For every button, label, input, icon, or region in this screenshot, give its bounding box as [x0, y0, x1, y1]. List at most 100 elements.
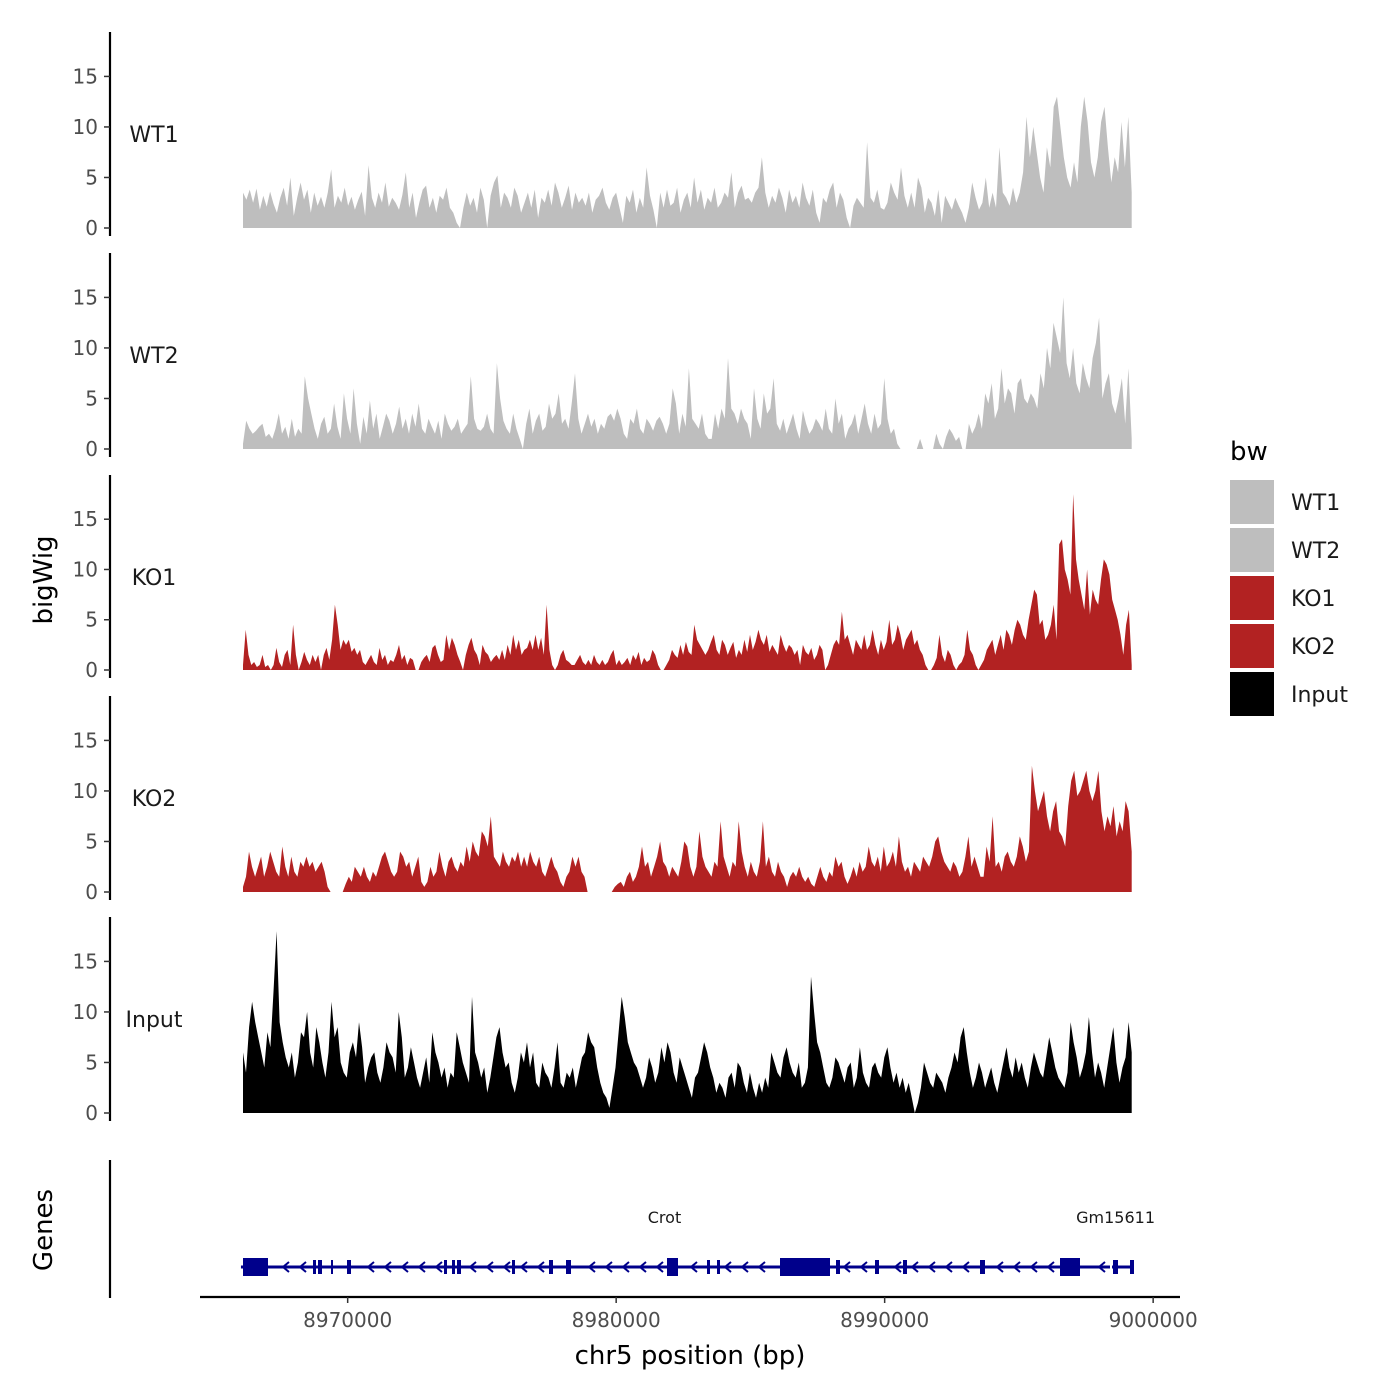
legend-label-input: Input	[1291, 683, 1348, 708]
coverage-area-ko2	[243, 765, 1132, 892]
legend-swatch-ko2	[1230, 624, 1274, 668]
coverage-area-ko1	[243, 494, 1132, 670]
x-tick-label: 8990000	[840, 1308, 929, 1332]
track-wt2: 0 5 10 15 WT2	[73, 253, 1132, 461]
legend-swatch-ko1	[1230, 576, 1274, 620]
exon-block	[347, 1260, 351, 1274]
coverage-area-wt2	[243, 297, 1132, 449]
exon-block	[444, 1260, 447, 1274]
y-tick-label: 5	[85, 608, 98, 632]
exon-block	[707, 1260, 710, 1274]
exon-block	[331, 1260, 333, 1274]
legend-swatch-wt1	[1230, 480, 1274, 524]
exon-block	[903, 1260, 907, 1274]
strand-arrow	[638, 1261, 647, 1273]
legend-label-ko2: KO2	[1291, 635, 1336, 660]
strand-arrow	[621, 1261, 630, 1273]
strand-arrow	[502, 1261, 511, 1273]
exon-block	[549, 1260, 553, 1274]
strand-arrow	[366, 1261, 375, 1273]
gene-label-gm15611: Gm15611	[1076, 1208, 1155, 1227]
x-tick-label: 9000000	[1109, 1308, 1198, 1332]
y-tick-label: 15	[73, 507, 98, 531]
coverage-area-input	[243, 931, 1132, 1113]
track-wt1: 0 5 10 15 WT1	[73, 32, 1132, 240]
y-axis-title: bigWig	[29, 535, 59, 624]
y-tick-label: 10	[73, 115, 98, 139]
exon-block	[717, 1260, 720, 1274]
strand-arrow	[383, 1261, 392, 1273]
strand-arrow	[281, 1261, 290, 1273]
exon-block	[512, 1260, 515, 1274]
x-tick-label: 8980000	[572, 1308, 661, 1332]
strand-arrow	[485, 1261, 494, 1273]
gene-label-crot: Crot	[648, 1208, 681, 1227]
x-axis: 8970000 8980000 8990000 9000000	[200, 1295, 1198, 1332]
strand-arrow	[689, 1261, 698, 1273]
strand-arrow	[400, 1261, 409, 1273]
strand-arrow	[893, 1261, 902, 1273]
y-tick-label: 10	[73, 779, 98, 803]
strand-arrow	[927, 1261, 936, 1273]
legend-title: bw	[1230, 437, 1268, 467]
track-ko2: 0 5 10 15 KO2	[73, 696, 1132, 904]
exon-block	[780, 1258, 830, 1276]
strand-arrow	[842, 1261, 851, 1273]
strand-arrow	[1029, 1261, 1038, 1273]
genes-track-title: Genes	[29, 1189, 59, 1271]
strand-arrow	[1012, 1261, 1021, 1273]
legend-swatch-wt2	[1230, 528, 1274, 572]
strand-arrow	[723, 1261, 732, 1273]
exon-block	[875, 1260, 879, 1274]
strand-arrow	[961, 1261, 970, 1273]
strand-arrow	[757, 1261, 766, 1273]
x-axis-title: chr5 position (bp)	[575, 1341, 806, 1371]
y-tick-label: 10	[73, 557, 98, 581]
strand-arrow	[298, 1261, 307, 1273]
y-tick-label: 10	[73, 336, 98, 360]
exon-block	[980, 1260, 985, 1274]
strand-arrow	[587, 1261, 596, 1273]
legend-label-ko1: KO1	[1291, 587, 1336, 612]
strand-arrow	[1046, 1261, 1055, 1273]
strand-arrow	[944, 1261, 953, 1273]
exon-block	[566, 1260, 571, 1274]
legend-swatch-input	[1230, 672, 1274, 716]
track-ko1: 0 5 10 15 KO1	[73, 475, 1132, 682]
gene-track: Crot Gm15611	[108, 1160, 1155, 1298]
strand-arrow	[468, 1261, 477, 1273]
track-label-wt1: WT1	[129, 123, 178, 148]
track-input: 0 5 10 15 Input	[73, 917, 1132, 1125]
y-tick-label: 0	[85, 437, 98, 461]
track-label-ko1: KO1	[132, 566, 177, 591]
strand-arrow	[910, 1261, 919, 1273]
x-tick-label: 8970000	[303, 1308, 392, 1332]
exon-block	[313, 1260, 316, 1274]
exon-block	[1130, 1260, 1134, 1274]
y-tick-label: 10	[73, 1000, 98, 1024]
y-tick-label: 15	[73, 728, 98, 752]
coverage-area-wt1	[243, 96, 1132, 228]
exon-block	[836, 1260, 840, 1274]
strand-arrow	[604, 1261, 613, 1273]
y-tick-label: 5	[85, 165, 98, 189]
exon-block	[1113, 1260, 1118, 1274]
y-tick-label: 15	[73, 64, 98, 88]
strand-arrow	[655, 1261, 664, 1273]
y-tick-label: 0	[85, 880, 98, 904]
strand-arrow	[859, 1261, 868, 1273]
exon-block	[1060, 1258, 1080, 1276]
track-label-ko2: KO2	[132, 787, 177, 812]
y-tick-label: 0	[85, 658, 98, 682]
strand-arrow	[740, 1261, 749, 1273]
exon-block	[667, 1258, 678, 1276]
track-label-input: Input	[126, 1008, 183, 1033]
exon-block	[452, 1260, 455, 1274]
strand-arrow	[417, 1261, 426, 1273]
y-tick-label: 5	[85, 1050, 98, 1074]
strand-arrow	[536, 1261, 545, 1273]
legend-label-wt2: WT2	[1291, 539, 1340, 564]
legend-label-wt1: WT1	[1291, 491, 1340, 516]
strand-arrow	[519, 1261, 528, 1273]
coverage-tracks: 0 5 10 15 WT1 0 5 10 15 WT2 0 5 10 15 KO1 0 5 10 15 KO2 0 5 10…	[73, 32, 1132, 1125]
